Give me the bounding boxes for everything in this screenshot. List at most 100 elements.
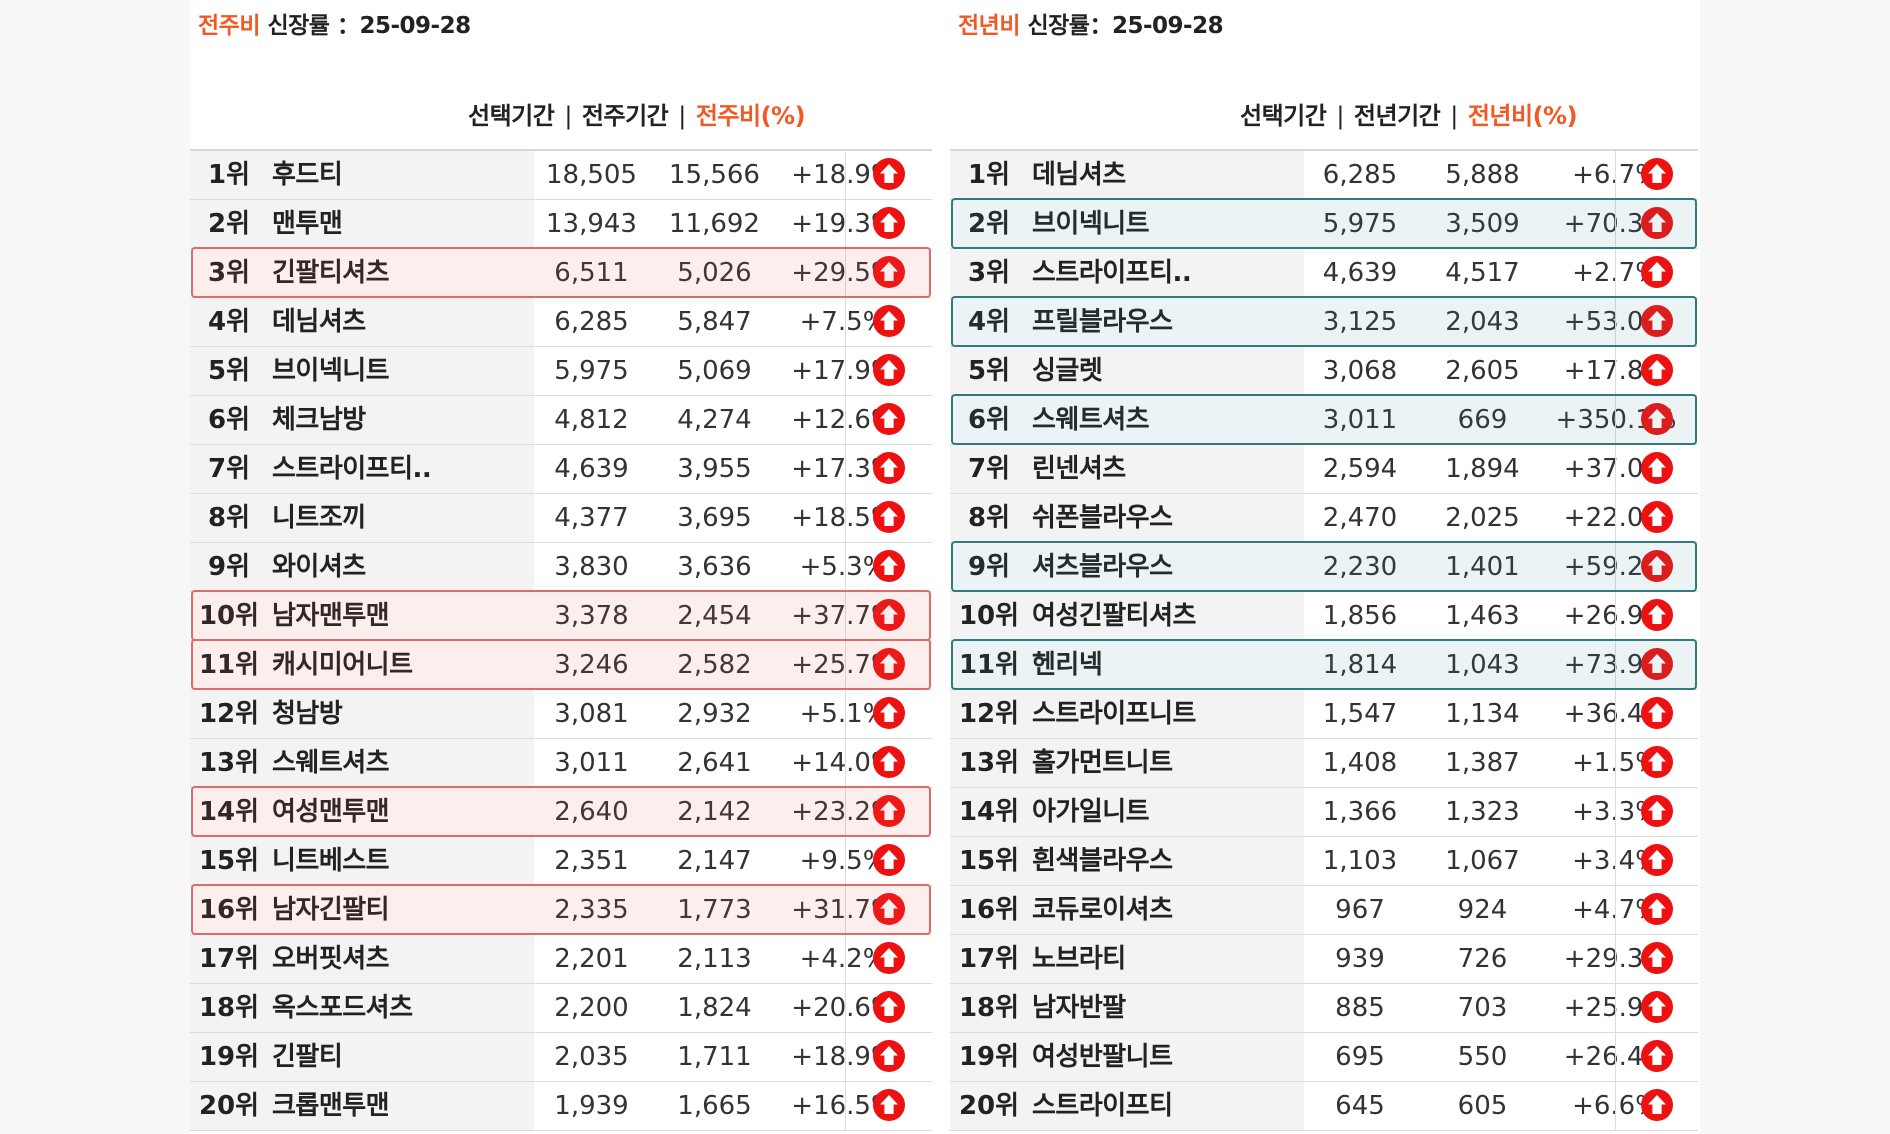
rank-cell: 7위 [950,445,1028,493]
rank-cell: 17위 [950,935,1028,983]
table-row: 10위 남자맨투맨 3,378 2,454 +37.7% [190,590,932,641]
trend-cell [845,396,932,444]
trend-cell [845,886,932,934]
compare-period-value: 2,932 [677,699,752,729]
compare-period-value: 726 [1457,944,1508,974]
selected-period-value: 2,035 [554,1042,629,1072]
trend-cell [845,788,932,836]
trend-cell [845,200,932,248]
compare-period-value: 1,401 [1445,552,1520,582]
weekly-panel-title: 전주비 신장률 ：25-09-28 [198,6,471,40]
keyword-cell: 쉬폰블라우스 [1028,494,1304,542]
rank-cell: 13위 [950,739,1028,787]
yearly-column-headers: 선택기간 | 전년기간 | 전년비(%) [1240,96,1578,131]
selected-period-value: 4,639 [554,454,629,484]
arrow-up-circle-icon [1641,598,1673,631]
selected-period-value: 3,125 [1322,307,1398,337]
compare-period-value: 669 [1457,405,1508,435]
arrow-up-circle-icon [1641,157,1673,190]
compare-period-value: 703 [1457,993,1508,1023]
rank-cell: 16위 [950,886,1028,934]
table-row: 16위 코듀로이셔츠 967 924 +4.7% [950,886,1698,935]
trend-cell [845,445,932,493]
compare-period-value: 1,323 [1445,797,1520,827]
trend-cell [1615,739,1698,787]
keyword-cell: 데님셔츠 [1028,151,1304,199]
yearly-title-accent: 전년비 [958,13,1020,39]
rank-cell: 7위 [190,445,268,493]
yearly-ranking-table: 1위 데님셔츠 6,285 5,888 +6.7% 2위 브이넥니트 5,975 3,509 +7… [950,149,1698,1131]
page-margin-left [0,0,190,1134]
table-row: 17위 오버핏셔츠 2,201 2,113 +4.2% [190,935,932,984]
selected-period-value: 2,230 [1322,552,1398,582]
selected-period-value: 1,366 [1322,797,1398,827]
trend-cell [1615,1033,1698,1081]
selected-period-value: 885 [1335,993,1385,1023]
keyword-cell: 와이셔츠 [268,543,534,591]
trend-cell [845,151,932,199]
selected-period-value: 2,201 [554,944,629,974]
compare-period-value: 1,043 [1445,650,1520,680]
table-row: 3위 긴팔티셔츠 6,511 5,026 +29.5% [190,247,932,298]
table-row: 14위 여성맨투맨 2,640 2,142 +23.2% [190,786,932,837]
trend-cell [1615,200,1698,248]
trend-cell [845,641,932,689]
table-row: 3위 스트라이프티.. 4,639 4,517 +2.7% [950,249,1698,298]
selected-period-value: 1,814 [1322,650,1398,680]
keyword-cell: 남자맨투맨 [272,601,390,631]
header-separator: | [678,102,686,130]
selected-period-value: 3,011 [554,748,629,778]
trend-cell [1615,396,1698,444]
arrow-up-circle-icon [873,1088,905,1121]
trend-cell [845,935,932,983]
rank-cell: 10위 [198,601,260,631]
keyword-cell: 여성맨투맨 [272,797,390,827]
trend-cell [1615,445,1698,493]
keyword-cell: 싱글렛 [1028,347,1304,395]
trend-cell [845,690,932,738]
rank-cell: 1위 [950,151,1028,199]
rank-cell: 14위 [950,788,1028,836]
weekly-title-accent: 전주비 [198,13,260,39]
arrow-up-circle-icon [873,941,905,974]
keyword-cell: 스트라이프니트 [1028,690,1304,738]
arrow-up-circle-icon [1641,647,1673,680]
rank-cell: 5위 [950,347,1028,395]
arrow-up-circle-icon [873,843,905,876]
header-compare-period: 전년기간 [1353,102,1441,130]
ratio-value: +5.3% [799,552,888,582]
arrow-up-circle-icon [1641,255,1673,288]
keyword-cell: 크롭맨투맨 [268,1082,534,1130]
trend-cell [845,837,932,885]
compare-period-value: 550 [1457,1042,1508,1072]
rank-cell: 8위 [190,494,268,542]
trend-cell [1615,984,1698,1032]
arrow-up-circle-icon [873,696,905,729]
keyword-cell: 노브라티 [1028,935,1304,983]
keyword-cell: 스트라이프티.. [268,445,534,493]
selected-period-value: 3,378 [554,601,629,631]
rank-cell: 19위 [190,1033,268,1081]
selected-period-value: 3,011 [1322,405,1398,435]
table-row: 17위 노브라티 939 726 +29.3% [950,935,1698,984]
keyword-cell: 스웨트셔츠 [268,739,534,787]
table-row: 13위 스웨트셔츠 3,011 2,641 +14.0% [190,739,932,788]
compare-period-value: 2,142 [677,797,752,827]
keyword-cell: 캐시미어니트 [272,650,413,680]
table-row: 5위 싱글렛 3,068 2,605 +17.8% [950,347,1698,396]
compare-period-value: 15,566 [669,160,760,190]
arrow-up-circle-icon [1641,1088,1673,1121]
ratio-value: +5.1% [799,699,888,729]
header-selected-period: 선택기간 [468,102,555,130]
compare-period-value: 4,517 [1445,258,1520,288]
table-row: 8위 니트조끼 4,377 3,695 +18.5% [190,494,932,543]
table-row: 12위 스트라이프니트 1,547 1,134 +36.4% [950,690,1698,739]
trend-cell [845,1033,932,1081]
table-row: 11위 헨리넥 1,814 1,043 +73.9% [950,639,1698,690]
compare-period-value: 3,695 [677,503,752,533]
keyword-cell: 남자긴팔티 [272,895,390,925]
rank-cell: 4위 [967,307,1010,337]
trend-cell [1615,935,1698,983]
keyword-cell: 체크남방 [268,396,534,444]
rank-cell: 16위 [198,895,260,925]
